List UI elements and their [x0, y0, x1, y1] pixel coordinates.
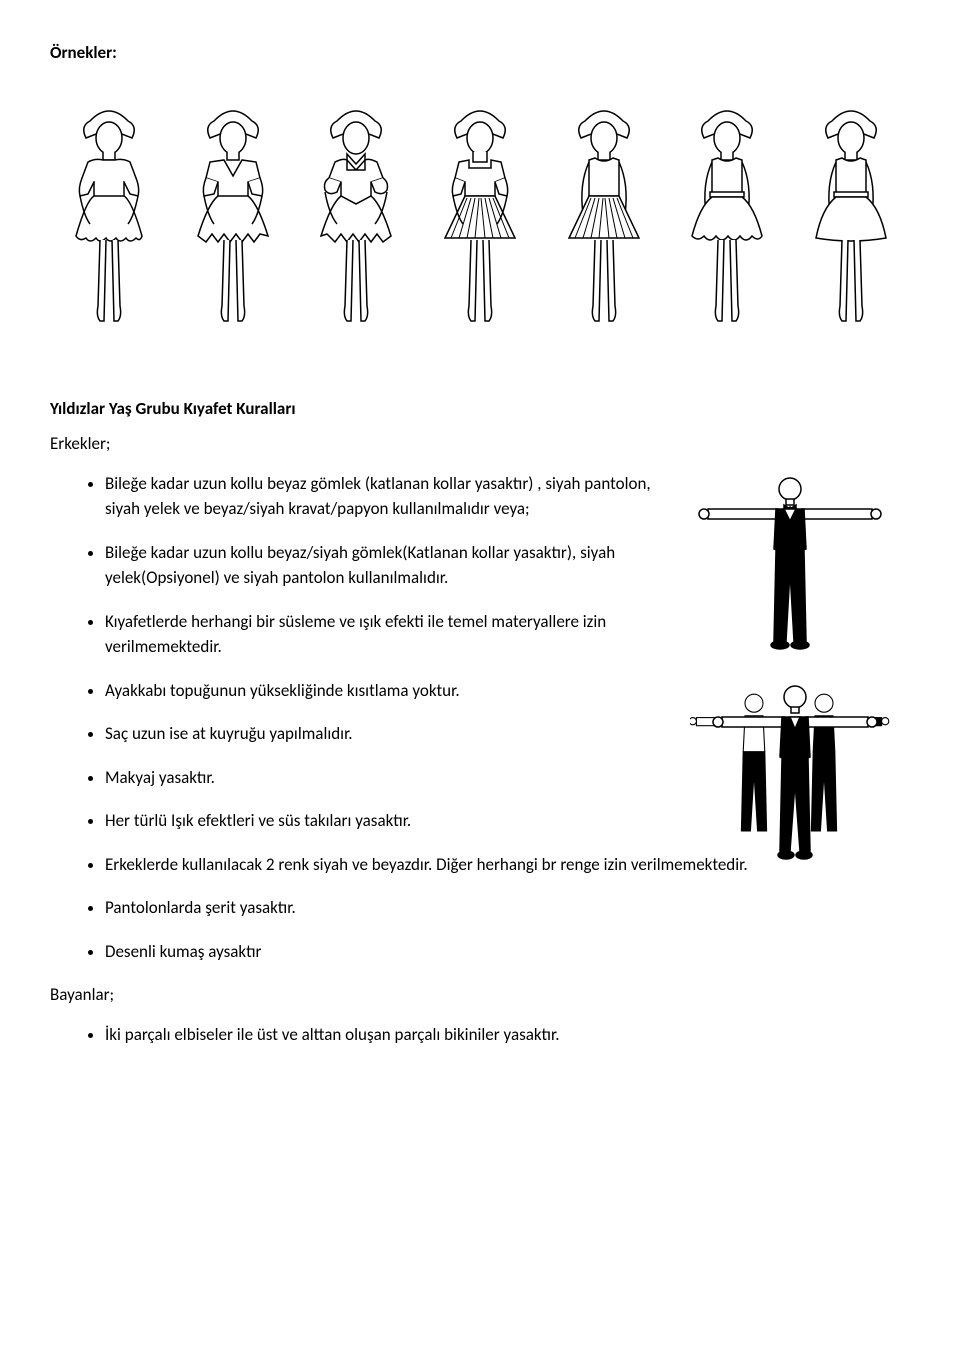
bullet-item: Pantolonlarda şerit yasaktır.	[105, 895, 910, 921]
dress-figure-3	[297, 96, 415, 346]
male-subheading: Erkekler;	[50, 431, 910, 457]
dress-figure-6	[668, 96, 786, 346]
dress-figure-5	[545, 96, 663, 346]
male-figure-single	[690, 471, 890, 661]
dress-figure-2	[174, 96, 292, 346]
dress-figure-4	[421, 96, 539, 346]
bullets-wrap: Bileğe kadar uzun kollu beyaz gömlek (ka…	[50, 471, 910, 965]
dress-figure-7	[792, 96, 910, 346]
bullet-item: Desenli kumaş aysaktır	[105, 939, 910, 965]
dress-figures-row	[50, 96, 910, 346]
dress-figure-1	[50, 96, 168, 346]
male-figure-trio	[690, 679, 900, 869]
examples-heading: Örnekler:	[50, 40, 910, 66]
female-bullets: İki parçalı elbiseler ile üst ve alttan …	[50, 1022, 910, 1048]
male-figures-side	[690, 471, 900, 887]
bullet-item: İki parçalı elbiseler ile üst ve alttan …	[105, 1022, 910, 1048]
section-title: Yıldızlar Yaş Grubu Kıyafet Kuralları	[50, 396, 910, 422]
female-subheading: Bayanlar;	[50, 982, 910, 1008]
